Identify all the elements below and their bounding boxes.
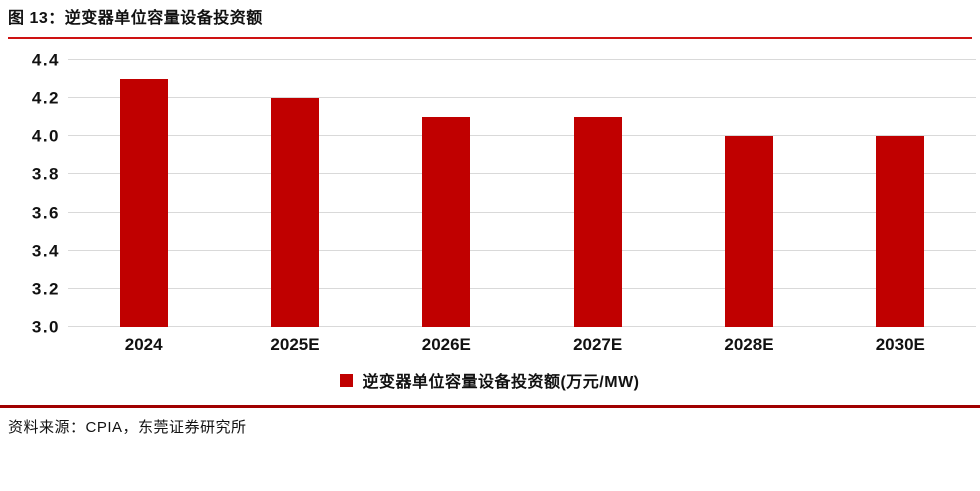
x-axis-label-2024: 2024 (124, 335, 163, 354)
bar-column-2027E (522, 60, 673, 327)
y-axis-tick-label: 3.2 (31, 279, 60, 299)
bar-2027E (573, 117, 622, 327)
gridline (68, 59, 976, 60)
bar-column-2030E (825, 60, 976, 327)
source-note: 资料来源：CPIA，东莞证券研究所 (8, 419, 247, 436)
gridline (68, 97, 976, 99)
x-axis-label-2025E: 2025E (270, 335, 320, 354)
y-axis-tick-label: 3.8 (31, 164, 60, 184)
bar-2030E (876, 136, 925, 327)
gridline (68, 211, 976, 213)
y-axis-tick-label: 4.4 (31, 50, 60, 70)
x-axis-label-2030E: 2030E (875, 335, 925, 354)
x-axis-label-2027E: 2027E (573, 335, 623, 354)
figure-header: 图 13：逆变器单位容量设备投资额 (0, 0, 980, 39)
chart-legend: 逆变器单位容量设备投资额(万元/MW) (0, 371, 980, 391)
y-axis-tick-label: 3.0 (31, 317, 60, 337)
bar-2024 (119, 79, 168, 327)
plot-area: 3.0 3.2 3.4 3.6 3.8 4.0 4.2 4.4 (32, 52, 976, 336)
y-axis-tick-label: 4.2 (31, 88, 60, 108)
bar-column-2025E (219, 60, 370, 327)
gridline (68, 135, 976, 137)
legend-label: 逆变器单位容量设备投资额(万元/MW) (362, 374, 640, 391)
bar-2028E (724, 136, 773, 327)
legend-swatch-icon (340, 373, 354, 387)
bar-chart: 3.0 3.2 3.4 3.6 3.8 4.0 4.2 4.4 2024 2025E 2026E 2… (0, 52, 980, 391)
footer-rule-divider (0, 405, 980, 408)
x-axis-label-2028E: 2028E (724, 335, 774, 354)
x-axis-labels: 2024 2025E 2026E 2027E 2028E 2030E (68, 335, 976, 357)
gridline (68, 249, 976, 251)
bar-2026E (422, 117, 471, 327)
gridline (68, 326, 976, 327)
x-axis-label-2026E: 2026E (421, 335, 471, 354)
y-axis-tick-label: 3.4 (31, 241, 60, 261)
gridline (68, 287, 976, 289)
y-axis-tick-label: 4.0 (31, 126, 60, 146)
bar-column-2026E (371, 60, 522, 327)
bars-row (68, 60, 976, 327)
bar-2025E (270, 98, 319, 327)
figure-title: 图 13：逆变器单位容量设备投资额 (8, 10, 263, 27)
bar-column-2028E (673, 60, 824, 327)
bar-column-2024 (68, 60, 219, 327)
title-rule-divider (8, 37, 972, 39)
y-axis-tick-label: 3.6 (31, 203, 60, 223)
gridline (68, 173, 976, 175)
